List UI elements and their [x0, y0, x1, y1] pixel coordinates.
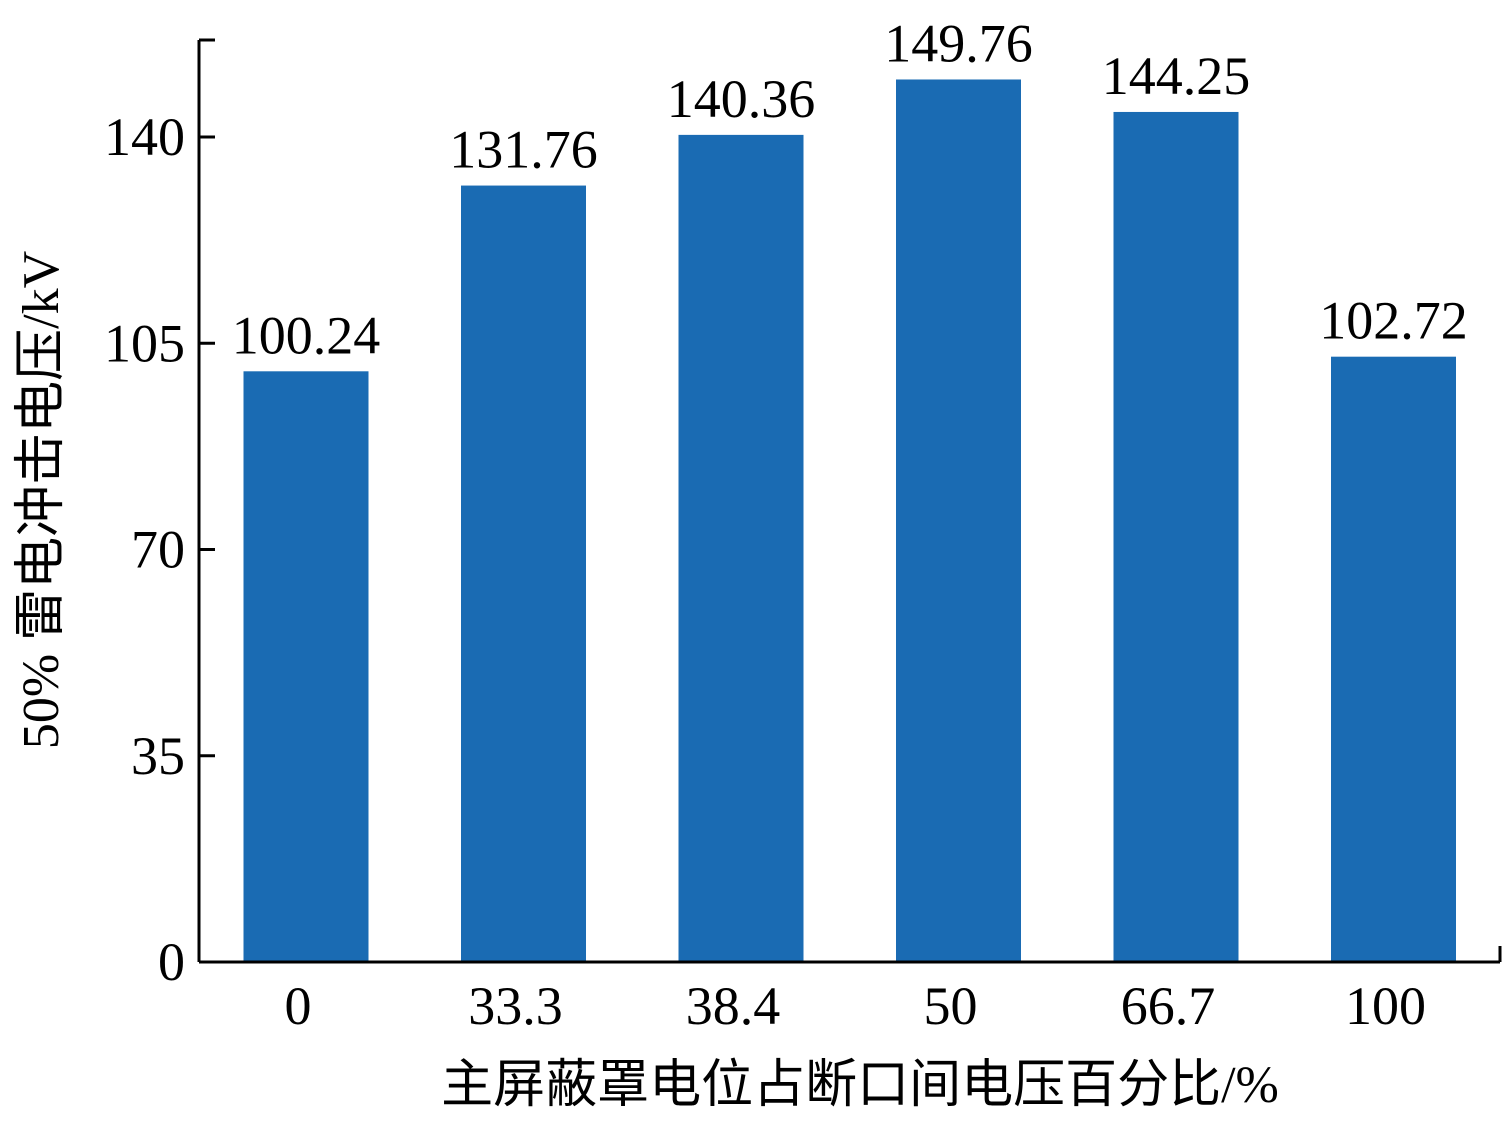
x-axis-title: 主屏蔽罩电位占断口间电压百分比/% [441, 1057, 1279, 1114]
data-label: 131.76 [449, 120, 598, 180]
y-ticks-group: 0 35 70 105 140 [104, 107, 215, 992]
data-label: 102.72 [1319, 291, 1468, 351]
axes-group [197, 38, 1502, 964]
bars-group [243, 79, 1456, 963]
data-labels-group: 100.24 131.76 140.36 149.76 144.25 102.72 [232, 13, 1468, 365]
y-axis-title: 50% 雷电冲击电压/kV [13, 251, 70, 749]
y-tick-label: 70 [131, 520, 185, 580]
y-tick-label: 0 [158, 932, 185, 992]
data-label: 149.76 [884, 13, 1033, 73]
x-tick-label: 100 [1345, 976, 1426, 1036]
x-tick-label: 66.7 [1121, 976, 1216, 1036]
x-tick-label: 38.4 [686, 976, 781, 1036]
x-ticks-group: 0 33.3 38.4 50 66.7 100 [285, 976, 1427, 1036]
x-tick-label: 0 [285, 976, 312, 1036]
bar [678, 134, 804, 963]
bar [243, 371, 369, 962]
y-tick-label: 140 [104, 107, 185, 167]
data-label: 144.25 [1102, 46, 1251, 106]
data-label: 100.24 [232, 305, 381, 365]
bar [896, 79, 1021, 962]
bar [1331, 356, 1456, 963]
bar [1113, 111, 1239, 962]
bar [461, 185, 586, 963]
y-tick-label: 35 [131, 726, 185, 786]
y-tick-label: 105 [104, 313, 185, 373]
x-tick-label: 33.3 [468, 976, 563, 1036]
x-tick-label: 50 [924, 976, 978, 1036]
data-label: 140.36 [667, 69, 816, 129]
